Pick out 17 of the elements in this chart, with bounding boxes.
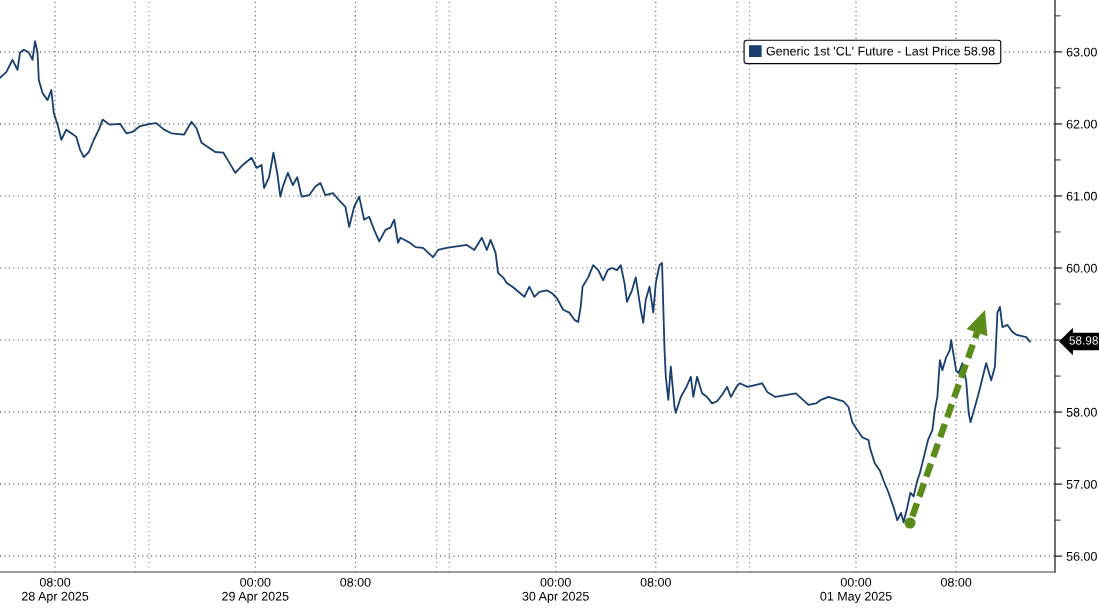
y-tick-label: 63.00 <box>1066 47 1097 57</box>
x-tick-label: 00:00 30 Apr 2025 <box>522 577 589 604</box>
y-tick-label: 62.00 <box>1066 119 1097 129</box>
y-tick-label: 57.00 <box>1066 479 1097 489</box>
legend-label: Generic 1st 'CL' Future - Last Price 58.98 <box>766 46 995 56</box>
x-tick-label: 08:00 <box>340 577 371 587</box>
x-tick-label: 08:00 28 Apr 2025 <box>21 577 89 604</box>
y-tick-label: 58.00 <box>1066 407 1097 417</box>
y-tick-label: 56.00 <box>1066 551 1097 561</box>
x-tick-label: 08:00 <box>640 577 671 587</box>
y-tick-label: 61.00 <box>1066 191 1097 201</box>
text: 58.98 <box>1069 336 1098 345</box>
y-tick-label: 60.00 <box>1066 263 1097 273</box>
x-tick-label: 00:00 29 Apr 2025 <box>222 577 289 604</box>
line-series <box>0 40 1031 524</box>
x-tick-label: 00:00 01 May 2025 <box>820 577 892 604</box>
x-tick-label: 08:00 <box>940 577 972 587</box>
